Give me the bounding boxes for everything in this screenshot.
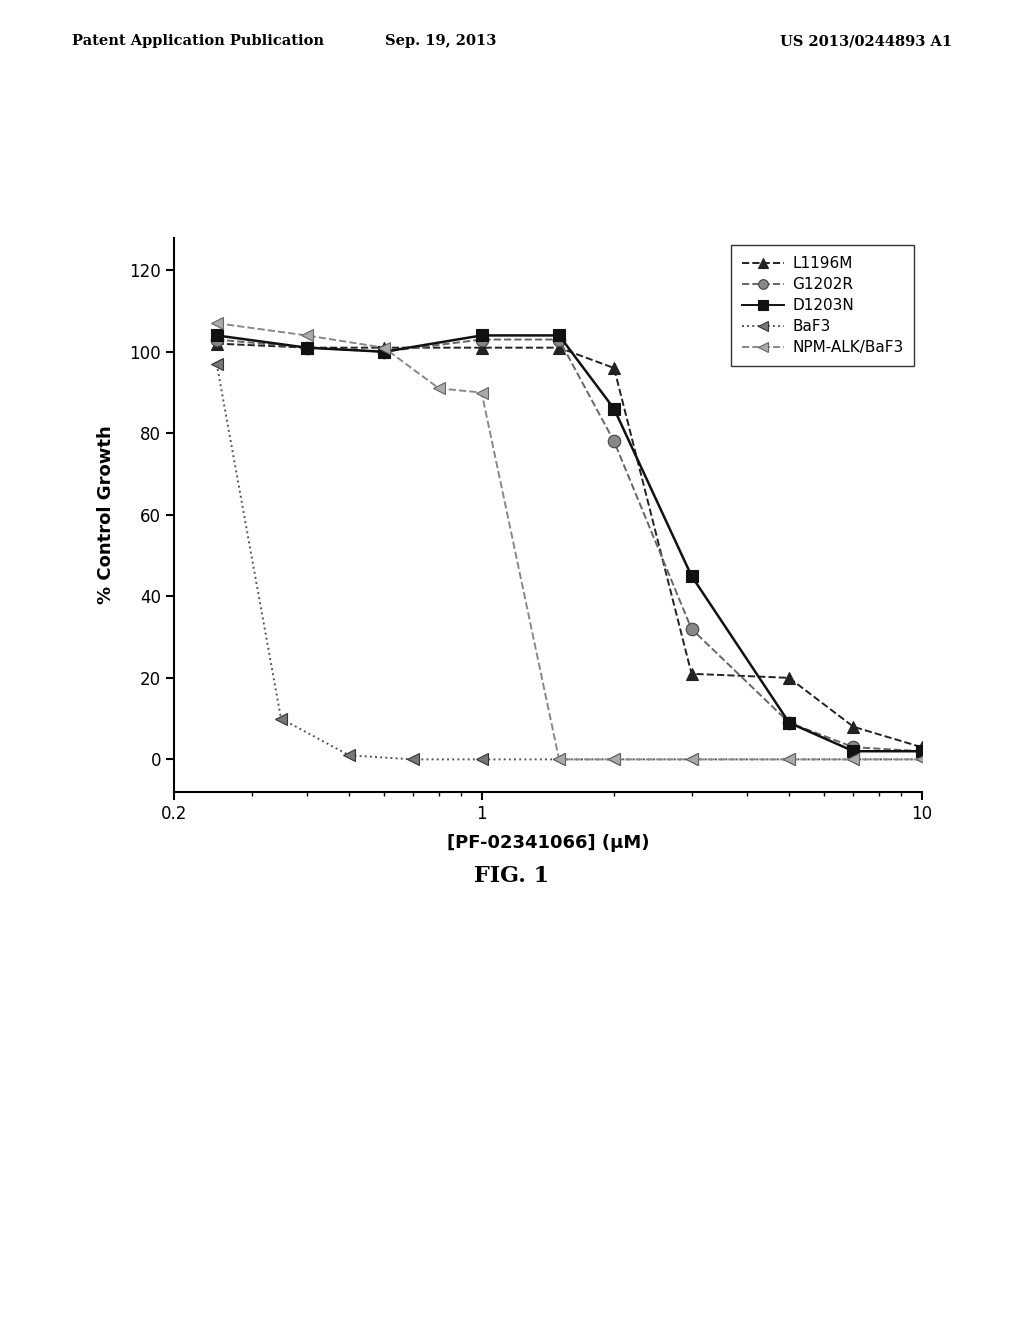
Line: D1203N: D1203N (211, 330, 927, 756)
X-axis label: [PF-02341066] (μM): [PF-02341066] (μM) (446, 834, 649, 853)
BaF3 (783, 751, 796, 767)
L1196M (211, 335, 223, 351)
G1202R (847, 739, 859, 755)
L1196M (475, 339, 487, 355)
D1203N (378, 343, 390, 359)
Line: NPM-ALK/BaF3: NPM-ALK/BaF3 (211, 317, 928, 766)
Text: FIG. 1: FIG. 1 (474, 865, 550, 887)
Legend: L1196M, G1202R, D1203N, BaF3, NPM-ALK/BaF3: L1196M, G1202R, D1203N, BaF3, NPM-ALK/Ba… (731, 246, 914, 366)
NPM-ALK/BaF3 (211, 315, 223, 331)
NPM-ALK/BaF3 (300, 327, 312, 343)
D1203N (300, 339, 312, 355)
D1203N (608, 401, 621, 417)
D1203N (847, 743, 859, 759)
BaF3 (408, 751, 420, 767)
NPM-ALK/BaF3 (475, 384, 487, 400)
D1203N (553, 327, 565, 343)
BaF3 (608, 751, 621, 767)
BaF3 (915, 751, 928, 767)
L1196M (915, 739, 928, 755)
L1196M (685, 665, 697, 681)
D1203N (783, 714, 796, 730)
Text: US 2013/0244893 A1: US 2013/0244893 A1 (780, 34, 952, 49)
BaF3 (274, 710, 287, 726)
G1202R (783, 714, 796, 730)
BaF3 (685, 751, 697, 767)
Line: L1196M: L1196M (211, 338, 927, 752)
G1202R (211, 331, 223, 347)
BaF3 (343, 747, 355, 763)
L1196M (608, 360, 621, 376)
G1202R (475, 331, 487, 347)
BaF3 (211, 356, 223, 372)
BaF3 (475, 751, 487, 767)
Line: G1202R: G1202R (211, 333, 928, 758)
G1202R (915, 743, 928, 759)
G1202R (300, 339, 312, 355)
Text: Patent Application Publication: Patent Application Publication (72, 34, 324, 49)
BaF3 (553, 751, 565, 767)
D1203N (475, 327, 487, 343)
G1202R (685, 620, 697, 636)
L1196M (300, 339, 312, 355)
NPM-ALK/BaF3 (915, 751, 928, 767)
NPM-ALK/BaF3 (433, 380, 445, 396)
NPM-ALK/BaF3 (553, 751, 565, 767)
Line: BaF3: BaF3 (211, 358, 928, 766)
Y-axis label: % Control Growth: % Control Growth (97, 425, 116, 605)
NPM-ALK/BaF3 (847, 751, 859, 767)
L1196M (847, 719, 859, 735)
D1203N (211, 327, 223, 343)
NPM-ALK/BaF3 (783, 751, 796, 767)
NPM-ALK/BaF3 (608, 751, 621, 767)
BaF3 (847, 751, 859, 767)
NPM-ALK/BaF3 (378, 339, 390, 355)
D1203N (915, 743, 928, 759)
Text: Sep. 19, 2013: Sep. 19, 2013 (385, 34, 496, 49)
L1196M (553, 339, 565, 355)
L1196M (783, 671, 796, 686)
D1203N (685, 568, 697, 583)
G1202R (378, 343, 390, 359)
G1202R (553, 331, 565, 347)
L1196M (378, 339, 390, 355)
NPM-ALK/BaF3 (685, 751, 697, 767)
G1202R (608, 433, 621, 449)
